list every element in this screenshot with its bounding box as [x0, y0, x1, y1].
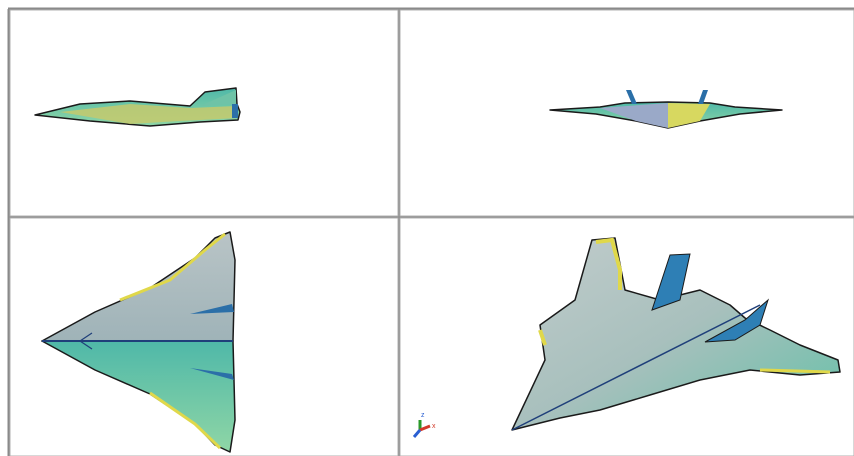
axis-z-label: z	[421, 412, 425, 419]
viewport-bottom-right[interactable]	[399, 217, 854, 456]
viewport-top-left[interactable]	[9, 9, 399, 217]
aircraft-top-view	[41, 231, 236, 453]
viewport-bottom-left[interactable]	[9, 217, 399, 456]
axis-icon: z x	[412, 412, 436, 438]
aircraft-side-view	[34, 87, 241, 127]
aircraft-front-view	[549, 90, 783, 129]
viewport-frames	[7, 7, 854, 456]
aircraft-iso-view	[511, 237, 841, 431]
axis-x-label: x	[432, 423, 436, 430]
viewport-top-right[interactable]	[399, 9, 854, 217]
